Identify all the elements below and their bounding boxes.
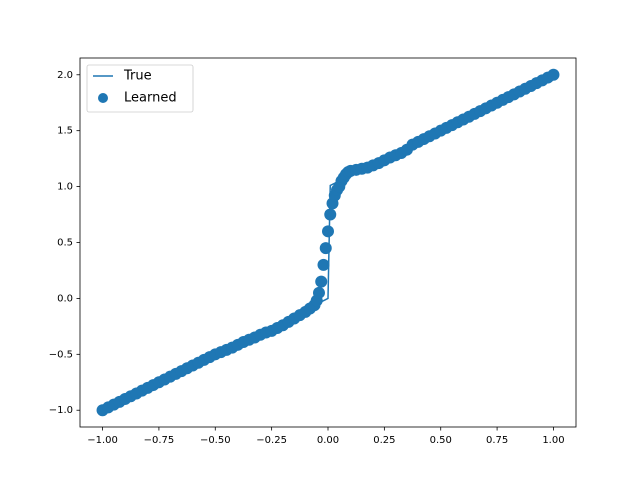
y-tick-label: 1.5: [57, 126, 73, 137]
x-tick-label: 0.00: [317, 435, 339, 446]
x-tick-label: −0.25: [256, 435, 287, 446]
y-tick-label: −1.0: [49, 405, 73, 416]
legend-label: Learned: [124, 91, 177, 106]
legend: True Learned: [86, 64, 194, 113]
y-tick-label: 0.0: [57, 293, 73, 304]
legend-box: [86, 64, 194, 113]
plot-frame: [79, 57, 577, 428]
x-tick-label: 1.00: [542, 435, 564, 446]
x-tick-label: −0.75: [144, 435, 175, 446]
learned-point: [322, 225, 334, 238]
legend-marker: [98, 93, 108, 103]
x-tick-label: −1.00: [87, 435, 118, 446]
y-tick-label: −0.5: [49, 349, 73, 360]
learned-point: [315, 275, 328, 288]
learned-point: [319, 242, 332, 255]
y-tick-label: 0.5: [57, 238, 73, 249]
y-tick-label: 2.0: [57, 70, 73, 81]
x-tick-label: 0.25: [373, 435, 395, 446]
x-tick-label: −0.50: [200, 435, 231, 446]
true-line: [102, 74, 554, 411]
x-tick-label: 0.50: [430, 435, 452, 446]
learned-point: [317, 258, 330, 271]
y-tick-label: 1.0: [57, 182, 73, 193]
learned-point: [547, 68, 560, 81]
x-tick-label: 0.75: [486, 435, 508, 446]
learned-point: [312, 286, 325, 299]
learned-point: [324, 208, 337, 221]
legend-label: True: [123, 69, 152, 84]
